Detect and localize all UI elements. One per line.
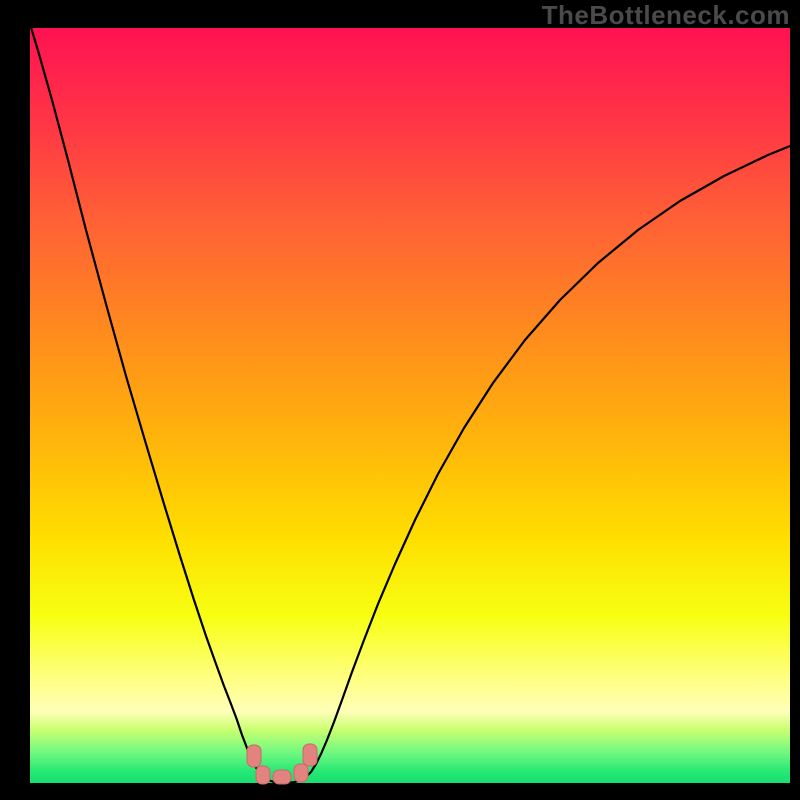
marker-blob: [247, 745, 261, 767]
plot-background: [30, 28, 790, 783]
watermark-text: TheBottleneck.com: [542, 0, 790, 31]
marker-blob: [273, 770, 291, 784]
marker-blob: [256, 766, 270, 784]
marker-blob: [303, 744, 317, 766]
bottleneck-chart: [0, 0, 800, 800]
marker-blob: [294, 764, 308, 782]
